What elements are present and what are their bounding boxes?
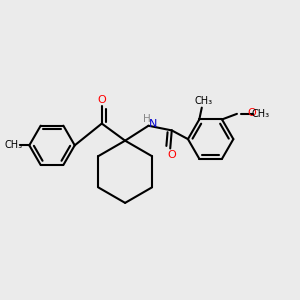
Text: H: H: [143, 114, 151, 124]
Text: CH₃: CH₃: [194, 96, 212, 106]
Text: O: O: [167, 150, 176, 160]
Text: N: N: [149, 119, 157, 129]
Text: CH₃: CH₃: [251, 109, 270, 119]
Text: O: O: [98, 94, 106, 105]
Text: O: O: [247, 108, 256, 118]
Text: CH₃: CH₃: [5, 140, 23, 150]
